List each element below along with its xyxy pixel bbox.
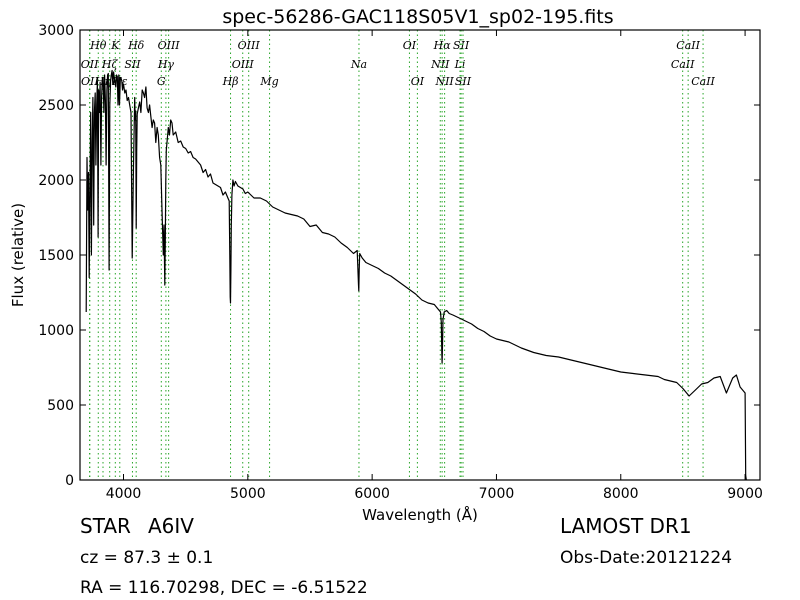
emission-lines: OIIOIIHθHηHζKHεSIIHδGHγOIIIHβOIIIOIIIMgN… (81, 30, 716, 480)
y-tick-label: 3000 (38, 23, 74, 39)
object-class: STAR (80, 514, 131, 538)
redshift-cz: cz = 87.3 ± 0.1 (80, 548, 214, 568)
x-tick-label: 5000 (230, 486, 266, 502)
spectrum-trace (85, 69, 747, 481)
emission-line-label: K (110, 39, 120, 52)
emission-line-label: NII (434, 75, 454, 88)
x-tick-label: 6000 (354, 486, 390, 502)
emission-line-label: Mg (259, 75, 278, 88)
emission-line-label: Hζ (101, 58, 119, 71)
y-tick-label: 1000 (38, 323, 74, 339)
emission-line-label: Hδ (127, 39, 145, 52)
x-tick-label: 8000 (603, 486, 639, 502)
y-tick-label: 0 (65, 473, 74, 489)
observation-date: Obs-Date:20121224 (560, 548, 733, 568)
emission-line-label: OII (81, 58, 99, 71)
emission-line-label: SII (124, 58, 141, 71)
emission-line-label: OI (411, 75, 425, 88)
emission-line-label: CaII (676, 39, 700, 52)
emission-line-label: OI (403, 39, 417, 52)
emission-line-label: Hα (433, 39, 452, 52)
y-tick-label: 2000 (38, 173, 74, 189)
y-axis-label: Flux (relative) (9, 203, 27, 307)
x-tick-label: 9000 (727, 486, 763, 502)
emission-line-label: OII (81, 75, 99, 88)
emission-line-label: OIII (232, 58, 255, 71)
sky-coordinates: RA = 116.70298, DEC = -6.51522 (80, 578, 368, 598)
y-tick-label: 2500 (38, 98, 74, 114)
emission-line-label: Li (454, 58, 466, 71)
emission-line-label: NII (430, 58, 450, 71)
x-axis-label: Wavelength (Å) (362, 505, 478, 524)
plot-frame (79, 29, 761, 481)
emission-line-label: SII (453, 39, 470, 52)
y-tick-label: 1500 (38, 248, 74, 264)
y-axis-ticks: 0 500 1000 1500 2000 2500 3000 (38, 23, 760, 489)
emission-line-label: CaII (691, 75, 715, 88)
emission-line-label: G (157, 75, 166, 88)
emission-line-label: CaII (671, 58, 695, 71)
x-axis-ticks: 4000 5000 6000 7000 8000 9000 (106, 30, 763, 502)
x-tick-label: 4000 (106, 486, 142, 502)
survey-name: LAMOST DR1 (560, 514, 692, 538)
spectrum-line (85, 69, 747, 481)
emission-line-label: Hβ (222, 75, 239, 88)
x-tick-label: 7000 (479, 486, 515, 502)
spectral-subclass: A6IV (148, 514, 194, 538)
emission-line-label: Hγ (157, 58, 175, 71)
chart-title: spec-56286-GAC118S05V1_sp02-195.fits (222, 6, 613, 28)
emission-line-label: OIII (238, 39, 261, 52)
emission-line-label: SII (455, 75, 472, 88)
emission-line-label: OIII (158, 39, 181, 52)
emission-line-label: Hθ (89, 39, 107, 52)
emission-line-label: Na (350, 58, 367, 71)
y-tick-label: 500 (47, 398, 74, 414)
